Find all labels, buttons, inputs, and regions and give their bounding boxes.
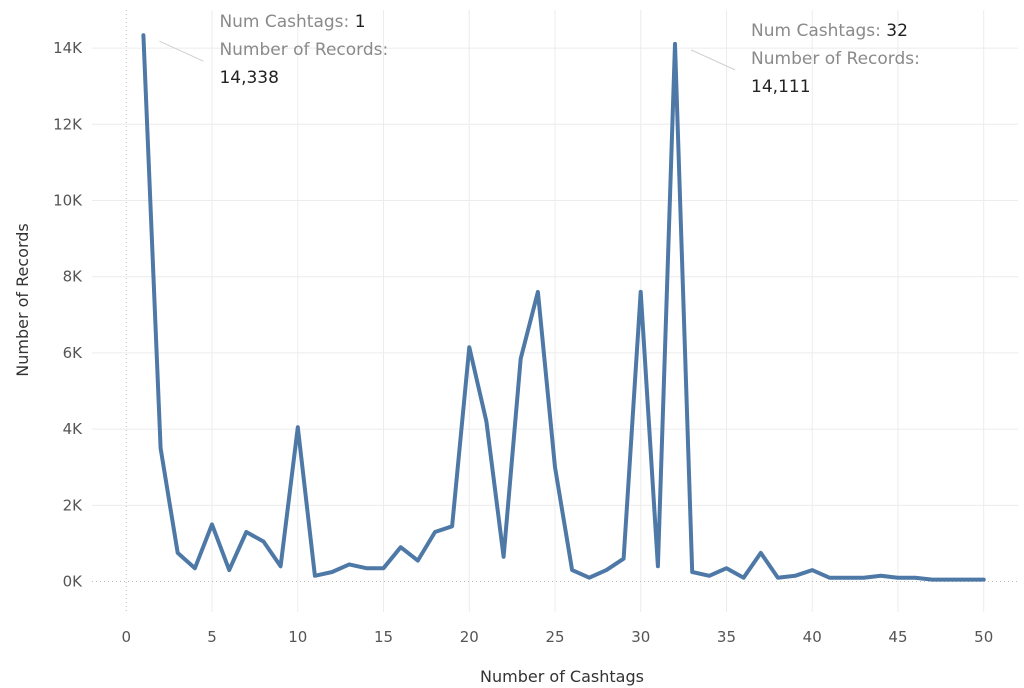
x-tick-label: 0 xyxy=(122,628,132,646)
x-tick-label: 35 xyxy=(717,628,736,646)
x-tick-label: 50 xyxy=(974,628,993,646)
annotations: Num Cashtags: 1 Number of Records: 14,338 N… xyxy=(159,12,920,97)
y-tick-label: 2K xyxy=(63,496,84,514)
series-layer xyxy=(141,33,986,582)
y-axis-title: Number of Records xyxy=(13,223,32,376)
annotation-key: Num Cashtags: xyxy=(751,21,886,41)
y-tick-label: 14K xyxy=(53,39,83,57)
y-tick-label: 12K xyxy=(53,115,83,133)
x-axis-title: Number of Cashtags xyxy=(480,667,644,686)
annotation-leader xyxy=(159,40,204,62)
annotation-key: Number of Records: xyxy=(751,49,920,69)
y-tick-label: 10K xyxy=(53,192,83,210)
x-tick-label: 45 xyxy=(888,628,907,646)
reference-lines xyxy=(92,10,1018,612)
y-tick-label: 4K xyxy=(63,420,84,438)
annotation-key: Number of Records: xyxy=(219,40,388,60)
annotation-line-1: Num Cashtags: 32 xyxy=(751,21,908,41)
y-tick-label: 8K xyxy=(63,268,84,286)
x-tick-label: 5 xyxy=(207,628,217,646)
annotation-value: 32 xyxy=(886,21,908,41)
series-line xyxy=(141,33,986,582)
x-tick-label: 40 xyxy=(803,628,822,646)
annotation-key: Num Cashtags: xyxy=(219,12,354,32)
axis-ticks: 0K 2K 4K 6K 8K 10K 12K 14K 0 5 10 15 20 25 30 35 40 45 50 xyxy=(53,39,993,646)
y-tick-label: 0K xyxy=(63,573,84,591)
annotation-value: 1 xyxy=(355,12,366,32)
annotation-line-1: Num Cashtags: 1 xyxy=(219,12,365,32)
y-tick-label: 6K xyxy=(63,344,84,362)
x-tick-label: 30 xyxy=(631,628,650,646)
annotation-leader xyxy=(690,49,736,71)
x-tick-label: 10 xyxy=(288,628,307,646)
x-tick-label: 20 xyxy=(460,628,479,646)
grid xyxy=(92,10,1018,612)
annotation-value: 14,338 xyxy=(219,68,278,88)
x-tick-label: 25 xyxy=(545,628,564,646)
annotation-value: 14,111 xyxy=(751,77,810,97)
x-tick-label: 15 xyxy=(374,628,393,646)
